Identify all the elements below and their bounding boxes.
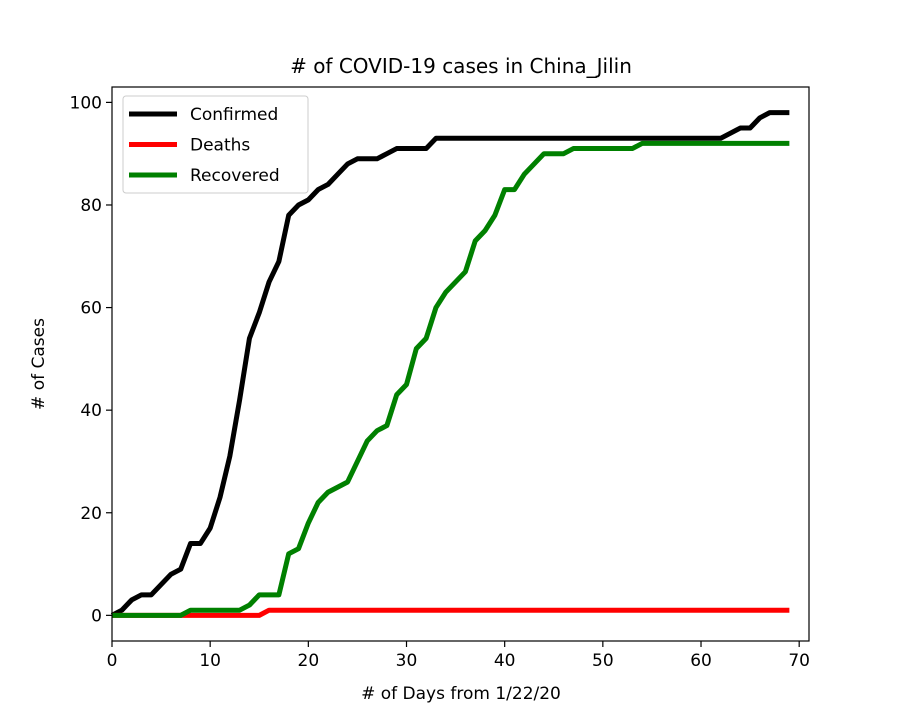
x-tick-label: 70 [788, 651, 810, 671]
x-tick-label: 30 [396, 651, 418, 671]
legend-label-deaths: Deaths [190, 136, 250, 156]
y-tick-label: 40 [80, 401, 102, 421]
series-line-confirmed [110, 110, 790, 618]
y-tick-label: 60 [80, 299, 102, 319]
x-tick-label: 40 [494, 651, 516, 671]
y-axis-title: # of Cases [29, 318, 49, 410]
y-tick-label: 0 [91, 606, 102, 626]
plot-frame [111, 86, 810, 642]
legend-box [122, 95, 309, 194]
x-tick-label: 60 [690, 651, 712, 671]
y-tick-label: 100 [70, 93, 102, 113]
x-tick-label: 0 [107, 651, 118, 671]
legend-label-confirmed: Confirmed [190, 105, 278, 125]
series-line-deaths [112, 607, 790, 618]
chart-title: # of COVID-19 cases in China_Jilin [290, 54, 632, 78]
x-tick-label: 50 [592, 651, 614, 671]
x-tick-label: 20 [298, 651, 320, 671]
series-line-recovered [112, 140, 790, 618]
x-axis-title: # of Days from 1/22/20 [361, 684, 561, 704]
y-tick-label: 20 [80, 504, 102, 524]
y-tick-label: 80 [80, 196, 102, 216]
x-tick-label: 10 [199, 651, 221, 671]
legend-label-recovered: Recovered [190, 166, 280, 186]
